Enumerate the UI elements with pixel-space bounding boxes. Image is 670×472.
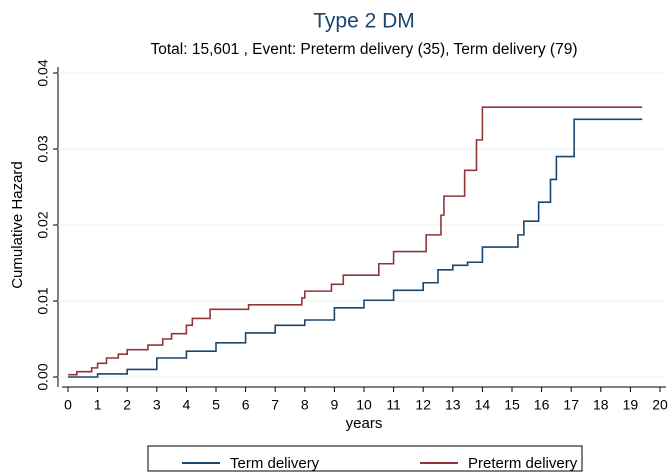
chart-title: Type 2 DM	[313, 10, 415, 33]
x-tick-label: 16	[534, 397, 550, 413]
x-tick-label: 15	[504, 397, 520, 413]
legend-box	[147, 445, 583, 472]
x-tick-label: 2	[123, 397, 131, 413]
y-tick-label: 0.02	[35, 211, 51, 238]
x-tick-label: 11	[386, 397, 401, 413]
x-tick-label: 5	[212, 397, 220, 413]
legend-label: Term delivery	[230, 455, 320, 472]
x-tick-label: 17	[563, 397, 579, 413]
x-tick-label: 18	[593, 397, 609, 413]
step-line	[68, 118, 643, 378]
x-tick-label: 4	[183, 397, 191, 413]
x-tick-label: 12	[415, 397, 431, 413]
x-tick-label: 8	[301, 397, 309, 413]
x-tick-label: 9	[331, 397, 339, 413]
legend-label: Preterm delivery	[468, 455, 578, 472]
x-tick-label: 13	[445, 397, 461, 413]
x-axis-label: years	[346, 415, 383, 432]
step-line	[68, 106, 643, 376]
x-tick-label: 0	[64, 397, 72, 413]
x-tick-label: 14	[475, 397, 491, 413]
y-tick-label: 0.03	[35, 135, 51, 162]
x-tick-label: 3	[153, 397, 161, 413]
x-tick-label: 10	[356, 397, 372, 413]
x-tick-label: 7	[271, 397, 279, 413]
y-axis-label: Cumulative Hazard	[9, 161, 26, 289]
y-tick-label: 0.00	[35, 363, 51, 390]
x-tick-label: 1	[94, 397, 102, 413]
chart-subtitle: Total: 15,601 , Event: Preterm delivery …	[151, 41, 578, 58]
y-tick-label: 0.01	[35, 287, 51, 314]
x-tick-label: 19	[623, 397, 639, 413]
y-tick-label: 0.04	[35, 59, 51, 86]
x-tick-label: 6	[242, 397, 250, 413]
x-tick-label: 20	[652, 397, 668, 413]
